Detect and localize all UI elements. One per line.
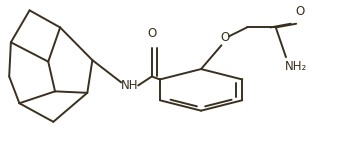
Text: O: O (147, 27, 157, 40)
Text: NH₂: NH₂ (285, 60, 307, 73)
Text: NH: NH (121, 79, 138, 92)
Text: O: O (220, 31, 229, 44)
Text: O: O (295, 5, 304, 18)
